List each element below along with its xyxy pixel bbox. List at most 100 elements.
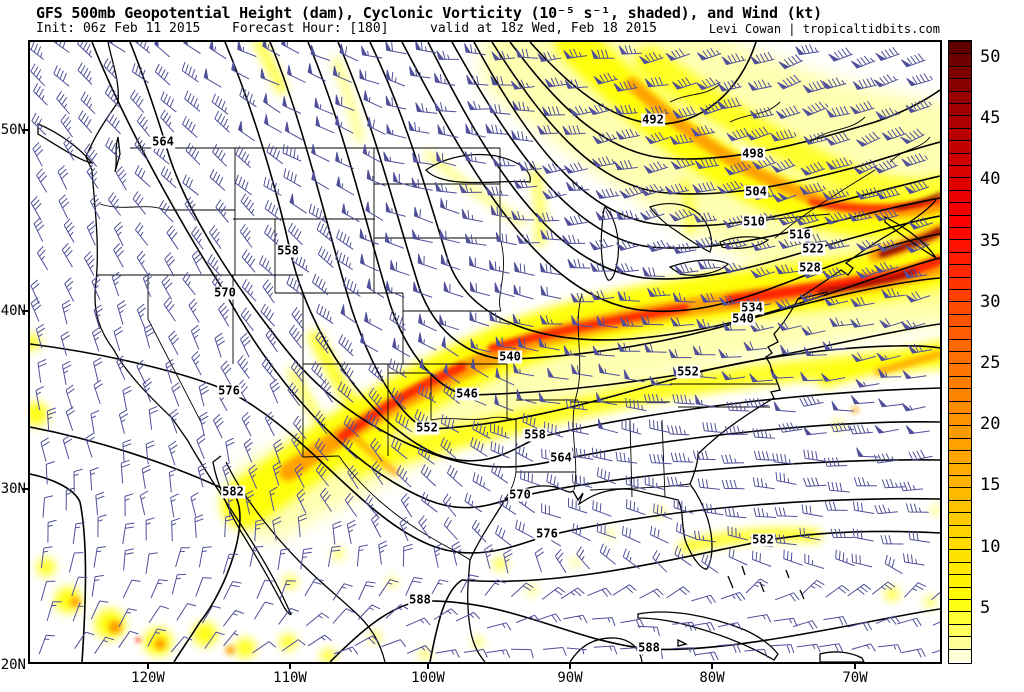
- wind-barb-flag: [721, 56, 732, 65]
- wind-barb-flag: [154, 42, 159, 48]
- wind-barb-flag: [314, 97, 320, 110]
- wind-barb-flag: [436, 151, 443, 163]
- wind-barb-flag: [512, 313, 520, 325]
- wind-barb-flag: [881, 132, 893, 141]
- wind-barb-flag: [412, 152, 420, 163]
- lat-axis-label: 50N: [0, 122, 26, 138]
- wind-barb-flag: [284, 121, 290, 134]
- wind-barb-flag: [495, 232, 503, 243]
- wind-barb-flag: [464, 151, 472, 162]
- wind-barb-flag: [315, 116, 321, 128]
- wind-barb-flag: [464, 43, 472, 54]
- colorbar-segment: [949, 549, 971, 562]
- wind-barb-flag: [515, 48, 524, 58]
- wind-barb-flag: [183, 42, 188, 46]
- colorbar-segment: [949, 351, 971, 364]
- lon-axis-label: 70W: [842, 670, 868, 686]
- wind-barb-flag: [339, 43, 345, 56]
- wind-barb-flag: [365, 201, 371, 214]
- wind-barb-flag: [436, 50, 445, 60]
- colorbar-segment: [949, 599, 971, 612]
- colorbar-segment: [949, 524, 971, 537]
- wind-barb-flag: [643, 165, 655, 174]
- wind-barb-flag: [903, 269, 913, 279]
- wind-barb-flag: [441, 336, 447, 349]
- wind-barb-flag: [881, 289, 891, 299]
- colorbar-segment: [949, 313, 971, 327]
- wind-barb-flag: [875, 111, 886, 120]
- wind-barb-flag: [901, 158, 912, 167]
- colorbar-segment: [949, 537, 971, 550]
- wind-barb-flag: [595, 190, 606, 199]
- colorbar-tick-label: 5: [980, 597, 991, 618]
- contour-576: [30, 343, 940, 554]
- colorbar-segment: [949, 425, 971, 438]
- wind-barb-flag: [775, 301, 786, 310]
- wind-barb-flag: [640, 187, 651, 196]
- wind-barb-flag: [458, 183, 468, 193]
- colorbar-segment: [949, 437, 971, 451]
- wind-barb-flag: [491, 51, 501, 61]
- wind-barb-flag: [434, 72, 441, 84]
- wind-barb-flag: [619, 190, 630, 199]
- wind-barb-flag: [443, 363, 448, 376]
- wind-barb-flag: [649, 376, 658, 386]
- wind-barb-flag: [803, 136, 814, 145]
- wind-barb-flag: [695, 239, 706, 249]
- wind-barb-flag: [563, 217, 574, 226]
- wind-barb-flag: [443, 281, 450, 293]
- wind-barb-flag: [490, 75, 499, 86]
- wind-barb-flag: [562, 234, 571, 245]
- wind-barb-flag: [849, 106, 861, 115]
- wind-barb-flag: [411, 177, 419, 189]
- wind-barb-flag: [616, 242, 627, 251]
- contour-552: [269, 42, 940, 430]
- wind-barb-flag: [598, 363, 606, 374]
- wind-barb-flag: [694, 160, 705, 169]
- lon-axis-tick: [569, 662, 571, 669]
- wind-barb-flag: [363, 312, 369, 324]
- wind-barb-flag: [879, 319, 890, 329]
- wind-barb-flag: [671, 81, 683, 90]
- wind-barb-flag: [282, 96, 288, 108]
- wind-barb-flag: [749, 110, 760, 119]
- colorbar-segment: [949, 78, 971, 91]
- wind-barb-flag: [905, 245, 917, 254]
- wind-barb-flag: [822, 341, 832, 351]
- wind-barb-flag: [901, 402, 912, 412]
- wind-barb-flag: [724, 167, 735, 176]
- wind-barb-flag: [668, 348, 677, 359]
- weather-map-canvas: [30, 42, 940, 662]
- wind-barb-flag: [593, 76, 604, 85]
- wind-barb-flag: [905, 294, 917, 303]
- wind-barb-flag: [803, 346, 813, 357]
- wind-barb-flag: [642, 266, 651, 277]
- wind-barb-flag: [263, 114, 269, 126]
- wind-barb-flag: [821, 373, 831, 382]
- colorbar-segment: [949, 400, 971, 413]
- wind-barb-flag: [485, 185, 494, 196]
- contour-504: [491, 42, 940, 195]
- colorbar-segment: [949, 202, 971, 215]
- wind-barb-flag: [747, 82, 758, 91]
- wind-barb-flag: [516, 234, 525, 244]
- wind-barb-flag: [851, 353, 862, 363]
- contour-534: [369, 42, 940, 341]
- wind-barb-flag: [490, 205, 498, 216]
- wind-barb-flag: [592, 345, 601, 356]
- colorbar-segment: [949, 648, 971, 661]
- wind-barb-flag: [752, 161, 763, 170]
- wind-barb-flag: [514, 262, 521, 273]
- wind-barb-flag: [722, 265, 734, 274]
- wind-barb-flag: [544, 78, 555, 88]
- lon-axis-tick: [711, 662, 713, 669]
- lat-axis-tick: [22, 488, 29, 490]
- wind-barb-flag: [566, 181, 575, 191]
- wind-barb-flag: [510, 80, 521, 90]
- wind-barb-flag: [670, 317, 680, 327]
- wind-barb-flag: [485, 123, 493, 134]
- wind-barb-flag: [693, 213, 703, 223]
- wind-barb-flag: [825, 108, 836, 118]
- wind-barb-flag: [518, 161, 528, 171]
- lon-axis-label: 110W: [273, 670, 307, 686]
